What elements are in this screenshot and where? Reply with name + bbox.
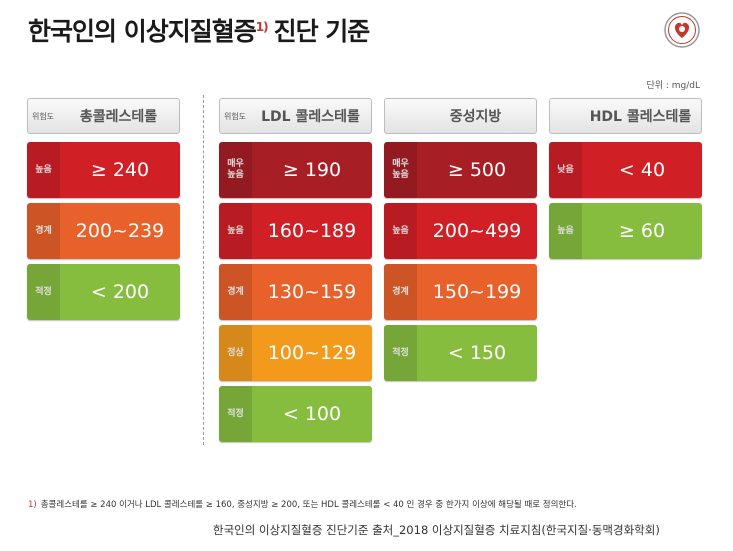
risk-level-label: 매우 높음 (219, 142, 252, 198)
row-list: 높음 ≥ 240 경계 200~239 적정 < 200 (27, 142, 180, 320)
risk-level-label: 경계 (219, 264, 252, 320)
row-list: 매우 높음 ≥ 190 높음 160~189 경계 130~159 정상 100~129 적정 < … (219, 142, 372, 442)
risk-level-label: 높음 (219, 203, 252, 259)
criteria-row: 정상 100~129 (219, 325, 372, 381)
column-name: 중성지방 (449, 109, 502, 125)
column-name: LDL 콜레스테롤 (261, 109, 360, 125)
column-header: HDL 콜레스테롤 (549, 98, 702, 134)
risk-level-label: 매우 높음 (384, 142, 417, 198)
threshold-value: 200~499 (417, 203, 537, 259)
risk-level-label: 경계 (27, 203, 60, 259)
risk-level-label: 경계 (384, 264, 417, 320)
risk-level-tag: 위험도 (223, 111, 247, 121)
row-list: 낮음 < 40 높음 ≥ 60 (549, 142, 702, 259)
threshold-value: ≥ 190 (252, 142, 372, 198)
threshold-value: < 200 (60, 264, 180, 320)
title-text: 한국인의 이상지질혈증 (28, 17, 257, 46)
risk-level-label: 높음 (384, 203, 417, 259)
risk-level-label: 높음 (27, 142, 60, 198)
society-logo-icon (664, 12, 700, 48)
threshold-value: 100~129 (252, 325, 372, 381)
footnote-mark: 1) (28, 500, 37, 510)
title-text-2: 진단 기준 (273, 17, 371, 46)
criteria-row: 적정 < 200 (27, 264, 180, 320)
criteria-row: 매우 높음 ≥ 500 (384, 142, 537, 198)
column-name: 총콜레스테롤 (79, 109, 158, 125)
threshold-value: ≥ 60 (582, 203, 702, 259)
threshold-value: 130~159 (252, 264, 372, 320)
risk-level-tag: 위험도 (31, 111, 55, 121)
column-name: HDL 콜레스테롤 (589, 109, 692, 125)
column-header: 위험도 총콜레스테롤 (27, 98, 180, 134)
row-list: 매우 높음 ≥ 500 높음 200~499 경계 150~199 적정 < 150 (384, 142, 537, 381)
threshold-value: 200~239 (60, 203, 180, 259)
criteria-row: 높음 160~189 (219, 203, 372, 259)
threshold-value: 160~189 (252, 203, 372, 259)
column-header: 중성지방 (384, 98, 537, 134)
page-title: 한국인의 이상지질혈증1) 진단 기준 (28, 12, 371, 48)
risk-level-label: 높음 (549, 203, 582, 259)
criteria-row: 경계 150~199 (384, 264, 537, 320)
title-footnote-mark: 1) (255, 19, 269, 34)
criteria-row: 높음 200~499 (384, 203, 537, 259)
criteria-row: 높음 ≥ 60 (549, 203, 702, 259)
column-divider (203, 95, 204, 445)
criteria-row: 높음 ≥ 240 (27, 142, 180, 198)
risk-level-label: 적정 (27, 264, 60, 320)
criteria-row: 낮음 < 40 (549, 142, 702, 198)
column-header: 위험도 LDL 콜레스테롤 (219, 98, 372, 134)
risk-level-label: 적정 (219, 386, 252, 442)
source-caption: 한국인의 이상지질혈증 진단기준 출처_2018 이상지질혈증 치료지침(한국지… (213, 523, 660, 537)
risk-level-label: 낮음 (549, 142, 582, 198)
criteria-row: 경계 200~239 (27, 203, 180, 259)
threshold-value: < 150 (417, 325, 537, 381)
footnote: 1) 총콜레스테롤 ≥ 240 이거나 LDL 콜레스테롤 ≥ 160, 중성지방… (28, 498, 577, 510)
unit-label: 단위 : mg/dL (646, 81, 700, 91)
threshold-value: < 100 (252, 386, 372, 442)
threshold-value: ≥ 240 (60, 142, 180, 198)
threshold-value: 150~199 (417, 264, 537, 320)
threshold-value: ≥ 500 (417, 142, 537, 198)
threshold-value: < 40 (582, 142, 702, 198)
risk-level-label: 정상 (219, 325, 252, 381)
criteria-row: 매우 높음 ≥ 190 (219, 142, 372, 198)
criteria-row: 경계 130~159 (219, 264, 372, 320)
criteria-row: 적정 < 100 (219, 386, 372, 442)
footnote-text: 총콜레스테롤 ≥ 240 이거나 LDL 콜레스테롤 ≥ 160, 중성지방 ≥… (40, 500, 577, 510)
risk-level-label: 적정 (384, 325, 417, 381)
criteria-row: 적정 < 150 (384, 325, 537, 381)
